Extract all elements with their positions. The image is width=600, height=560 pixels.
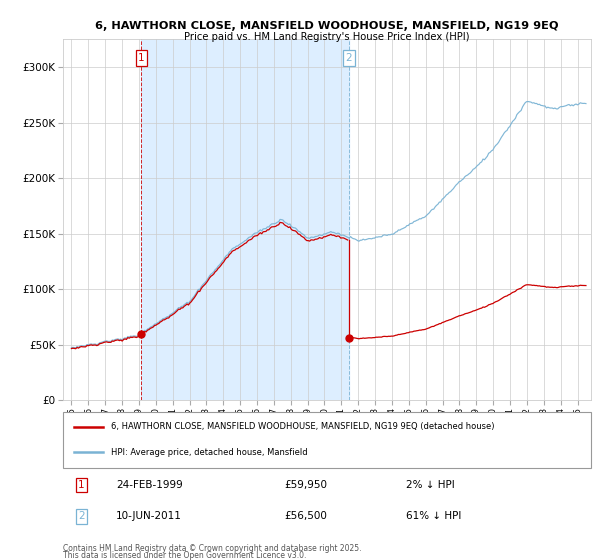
Text: 2% ↓ HPI: 2% ↓ HPI bbox=[406, 480, 455, 490]
Text: Contains HM Land Registry data © Crown copyright and database right 2025.: Contains HM Land Registry data © Crown c… bbox=[63, 544, 361, 553]
Text: 10-JUN-2011: 10-JUN-2011 bbox=[116, 511, 182, 521]
Text: £59,950: £59,950 bbox=[285, 480, 328, 490]
Text: Price paid vs. HM Land Registry's House Price Index (HPI): Price paid vs. HM Land Registry's House … bbox=[184, 32, 470, 43]
Text: 1: 1 bbox=[78, 480, 85, 490]
Text: 2: 2 bbox=[346, 53, 352, 63]
Text: £56,500: £56,500 bbox=[285, 511, 328, 521]
Text: This data is licensed under the Open Government Licence v3.0.: This data is licensed under the Open Gov… bbox=[63, 551, 307, 560]
Text: 24-FEB-1999: 24-FEB-1999 bbox=[116, 480, 182, 490]
FancyBboxPatch shape bbox=[63, 412, 591, 468]
Text: 61% ↓ HPI: 61% ↓ HPI bbox=[406, 511, 461, 521]
Text: 2: 2 bbox=[78, 511, 85, 521]
Text: 6, HAWTHORN CLOSE, MANSFIELD WOODHOUSE, MANSFIELD, NG19 9EQ (detached house): 6, HAWTHORN CLOSE, MANSFIELD WOODHOUSE, … bbox=[110, 422, 494, 431]
Text: HPI: Average price, detached house, Mansfield: HPI: Average price, detached house, Mans… bbox=[110, 448, 307, 457]
Bar bbox=[142, 39, 349, 400]
Text: 1: 1 bbox=[138, 53, 145, 63]
Text: 6, HAWTHORN CLOSE, MANSFIELD WOODHOUSE, MANSFIELD, NG19 9EQ: 6, HAWTHORN CLOSE, MANSFIELD WOODHOUSE, … bbox=[95, 21, 559, 31]
